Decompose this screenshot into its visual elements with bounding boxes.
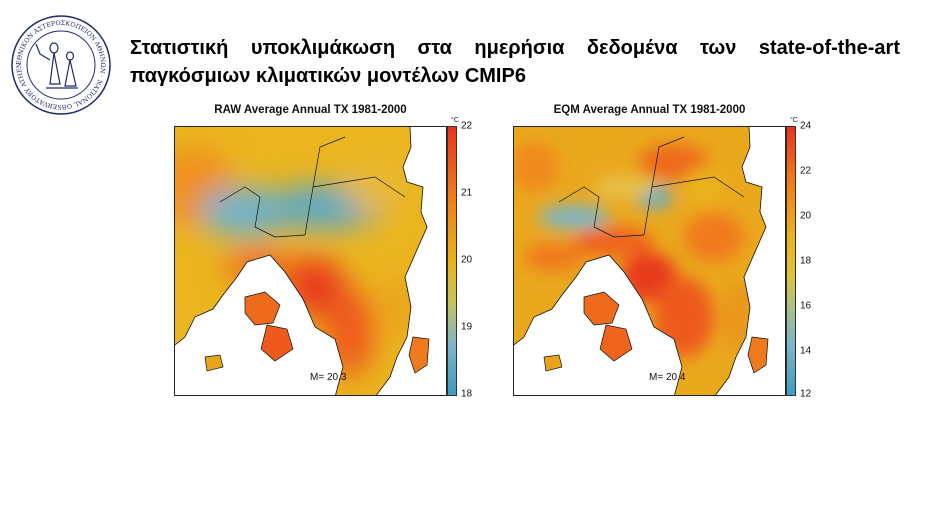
raw-colorbar-unit: °C — [451, 117, 459, 124]
slide-title-line-2: παγκόσμιων κλιματικών μοντέλων CMIP6 — [130, 65, 526, 87]
eqm-tick-20: 20 — [800, 210, 812, 222]
raw-map-title: RAW Average Annual TX 1981-2000 — [214, 104, 407, 116]
raw-colorbar — [447, 126, 457, 396]
raw-tick-22: 22 — [461, 120, 473, 132]
eqm-colorbar — [786, 126, 796, 396]
eqm-mean-label: M= 20.4 — [649, 372, 686, 383]
raw-tick-21: 21 — [461, 187, 473, 199]
eqm-tick-24: 24 — [800, 120, 812, 132]
raw-tick-19: 19 — [461, 321, 473, 333]
eqm-tick-16: 16 — [800, 300, 812, 312]
eqm-temperature-map — [513, 126, 786, 396]
eqm-tick-18: 18 — [800, 255, 812, 267]
raw-temperature-map — [174, 126, 447, 396]
eqm-tick-14: 14 — [800, 345, 812, 357]
eqm-tick-22: 22 — [800, 165, 812, 177]
eqm-tick-12: 12 — [800, 388, 812, 400]
slide-title-line-1: Στατιστική υποκλιμάκωση στα ημερήσια δεδ… — [130, 37, 900, 59]
raw-tick-20: 20 — [461, 254, 473, 266]
raw-tick-18: 18 — [461, 388, 473, 400]
eqm-colorbar-unit: °C — [790, 117, 798, 124]
slide-title: Στατιστική υποκλιμάκωση στα ημερήσια δεδ… — [130, 34, 900, 90]
eqm-map-title: EQM Average Annual TX 1981-2000 — [553, 104, 746, 116]
raw-mean-label: M= 20.3 — [310, 372, 347, 383]
observatory-seal-icon: ΕΘΝΙΚΟΝ ΑΣΤΕΡΟΣΚΟΠΕΙΟΝ ΑΘΗΝΩΝ · NATIONAL… — [8, 9, 112, 116]
